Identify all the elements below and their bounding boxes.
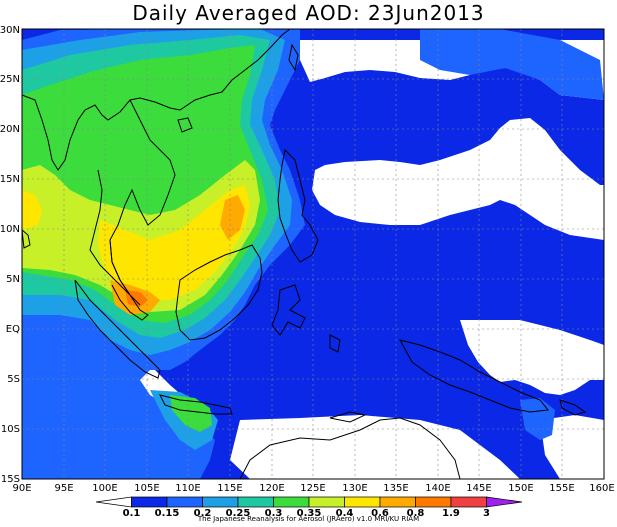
lat-tick-20n: 20N xyxy=(0,124,20,135)
lon-tick-135e: 135E xyxy=(383,483,408,494)
lon-tick-120e: 120E xyxy=(259,483,284,494)
colorbar-swatch-4 xyxy=(237,496,274,508)
colorbar-label-5: 0.35 xyxy=(297,508,322,519)
coastline-australia xyxy=(239,417,461,480)
aod-level-035-java xyxy=(170,395,212,432)
coastline-timor xyxy=(329,411,367,423)
lat-tick-10n: 10N xyxy=(0,224,20,235)
lon-tick-145e: 145E xyxy=(466,483,491,494)
colorbar-swatch-11 xyxy=(486,496,523,508)
aod-level-06-west xyxy=(22,190,42,230)
lon-tick-140e: 140E xyxy=(425,483,450,494)
colorbar-label-0: 0.1 xyxy=(123,508,141,519)
lon-tick-115e: 115E xyxy=(217,483,242,494)
coastline-java xyxy=(159,394,233,415)
aod-white-region-north-pacific xyxy=(300,40,604,240)
coastline-borneo xyxy=(175,244,263,341)
lon-tick-125e: 125E xyxy=(300,483,325,494)
coastline-philippines xyxy=(277,148,319,263)
colorbar-label-3: 0.25 xyxy=(226,508,251,519)
aod-level-06 xyxy=(98,185,250,300)
aod-white-region-timor-sea xyxy=(230,415,520,479)
colorbar-label-7: 0.6 xyxy=(371,508,389,519)
colorbar-label-10: 3 xyxy=(483,508,490,519)
plot-frame xyxy=(21,28,605,480)
coastline-taiwan xyxy=(288,43,299,72)
lat-tick-5s: 5S xyxy=(7,374,20,385)
aod-white-region-pacific-east xyxy=(460,320,604,395)
aod-level-02-pacific xyxy=(420,29,604,100)
coastline-sumatra xyxy=(74,279,161,379)
colorbar-swatch-8 xyxy=(379,496,416,508)
lon-tick-155e: 155E xyxy=(549,483,574,494)
credit-line: The Japanese Reanalysis for Aerosol (JRA… xyxy=(197,515,420,523)
colorbar-label-6: 0.4 xyxy=(336,508,354,519)
coastline-new-guinea xyxy=(399,339,549,413)
aod-level-19 xyxy=(125,290,148,307)
map-gridlines xyxy=(22,29,604,479)
colorbar-label-1: 0.15 xyxy=(155,508,180,519)
lat-tick-labels: 30N 25N 20N 15N 10N 5N EQ 5S 10S 15S xyxy=(0,25,20,485)
coastline-solomon xyxy=(559,399,587,416)
lon-tick-100e: 100E xyxy=(92,483,117,494)
lon-tick-105e: 105E xyxy=(134,483,159,494)
colorbar-swatch-2 xyxy=(166,496,203,508)
coastline-asia-mainland xyxy=(21,28,291,171)
coastline-hainan xyxy=(177,117,193,133)
coastline-sulawesi xyxy=(271,284,306,336)
lon-tick-150e: 150E xyxy=(508,483,533,494)
lat-tick-15n: 15N xyxy=(0,174,20,185)
lat-tick-10s: 10S xyxy=(1,424,20,435)
aod-white-region-australia-ne xyxy=(540,415,604,479)
lon-tick-110e: 110E xyxy=(175,483,200,494)
lon-tick-90e: 90E xyxy=(12,483,31,494)
lat-tick-25n: 25N xyxy=(0,74,20,85)
coastline-sri-lanka xyxy=(21,228,31,249)
coastline-moluccas xyxy=(329,334,341,353)
lon-tick-95e: 95E xyxy=(54,483,73,494)
colorbar-label-2: 0.2 xyxy=(194,508,212,519)
colorbar-swatch-10 xyxy=(450,496,487,508)
colorbar-swatch-7 xyxy=(344,496,381,508)
colorbar-swatch-1 xyxy=(131,496,168,508)
colorbar: 0.1 0.15 0.2 0.25 0.3 0.35 0.4 0.6 0.8 1.9 3 xyxy=(95,496,523,519)
lon-tick-labels: 90E 95E 100E 105E 110E 115E 120E 125E 13… xyxy=(12,483,614,494)
coastlines xyxy=(21,28,587,480)
colorbar-label-4: 0.3 xyxy=(265,508,283,519)
map-title: Daily Averaged AOD: 23Jun2013 xyxy=(132,1,485,25)
colorbar-swatch-6 xyxy=(308,496,345,508)
lon-tick-130e: 130E xyxy=(342,483,367,494)
colorbar-swatch-3 xyxy=(202,496,239,508)
colorbar-label-8: 0.8 xyxy=(407,508,425,519)
coastline-malay-peninsula xyxy=(109,239,149,321)
colorbar-swatch-0 xyxy=(95,496,132,508)
lat-tick-5n: 5N xyxy=(6,274,20,285)
colorbar-swatch-9 xyxy=(415,496,452,508)
lat-tick-eq: EQ xyxy=(6,324,20,335)
lat-tick-30n: 30N xyxy=(0,25,20,36)
colorbar-swatch-5 xyxy=(273,496,310,508)
lon-tick-160e: 160E xyxy=(589,483,614,494)
colorbar-label-9: 1.9 xyxy=(442,508,460,519)
lat-tick-15s: 15S xyxy=(1,474,20,485)
